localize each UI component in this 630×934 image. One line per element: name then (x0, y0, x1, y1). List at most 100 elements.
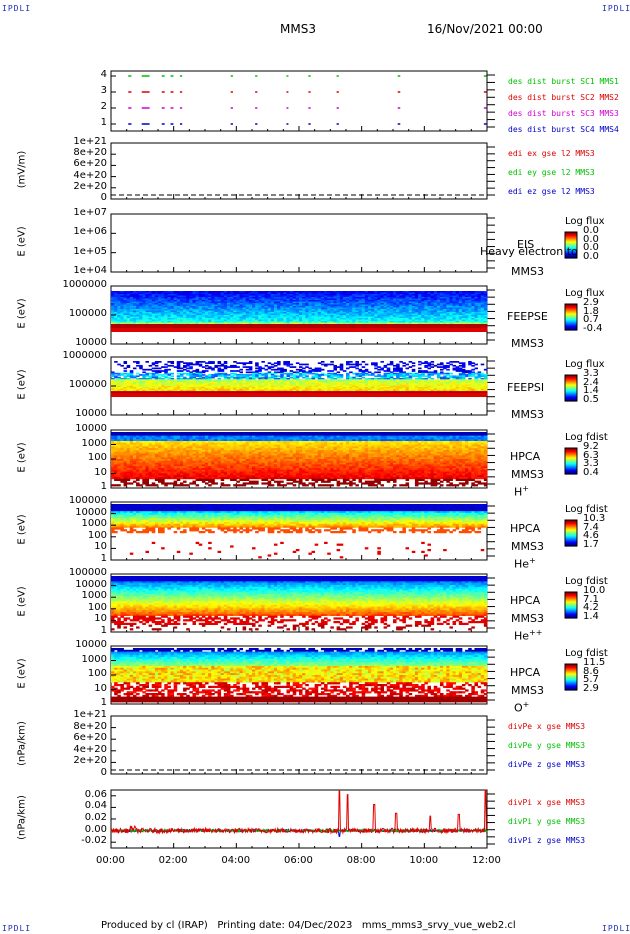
feepse-panel-cell (380, 295, 384, 298)
feepse-panel-cell (405, 315, 410, 317)
feepse-panel-cell (446, 304, 450, 307)
feepse-panel-cell (148, 297, 153, 299)
feepse-panel-cell (386, 300, 391, 302)
feepse-panel-cell (483, 301, 488, 304)
feepse-panel-cell (333, 315, 337, 317)
feepse-panel-cell (226, 297, 231, 299)
feepse-panel-cell (452, 310, 457, 313)
feepse-panel-cell (342, 307, 347, 310)
feepse-panel-cell (267, 295, 272, 298)
feepse-panel-cell (367, 315, 372, 317)
feepsi-panel-cell (374, 367, 378, 370)
feepse-panel-cell (283, 310, 287, 313)
feepse-panel-cell (295, 295, 300, 298)
feepsi-panel-cell (242, 366, 247, 368)
feepse-panel-cell (455, 294, 460, 296)
feepse-panel-cell (126, 294, 131, 296)
feepse-panel-cell (148, 304, 153, 307)
feepse-panel-cell (399, 318, 403, 320)
feepse-panel-cell (336, 292, 341, 295)
feepsi-panel-cell (455, 361, 460, 363)
feepse-panel-cell (129, 298, 134, 301)
feepse-panel-cell (226, 310, 231, 313)
feepse-panel-cell (468, 319, 472, 322)
feepsi-panel-cell (317, 362, 322, 365)
feepse-panel-cell (189, 306, 193, 308)
feepsi-panel-cell (223, 367, 228, 370)
feepsi-panel-cell (305, 366, 309, 368)
feepse-panel-cell (411, 297, 416, 299)
feepse-panel-cell (371, 313, 375, 316)
feepse-panel-cell (173, 292, 178, 295)
feepse-panel-cell (117, 309, 121, 311)
feepse-panel-cell (299, 310, 303, 313)
feepse-panel-cell (446, 292, 450, 295)
feepse-panel-cell (205, 295, 209, 298)
feepse-panel-cell (299, 297, 303, 299)
feepse-panel-cell (286, 306, 290, 308)
feepse-panel-cell (336, 310, 341, 313)
feepsi-panel-cell (183, 362, 187, 365)
feepse-panel-cell (320, 300, 325, 302)
feepse-panel-cell (236, 301, 240, 304)
feepse-panel-cell (339, 300, 344, 302)
feepse-panel-cell (283, 298, 287, 301)
feepse-panel-cell (483, 291, 488, 293)
feepse-panel-cell (452, 306, 457, 308)
feepsi-panel-cell (117, 374, 121, 376)
feepse-panel-cell (474, 294, 478, 296)
feepse-panel-cell (355, 304, 359, 307)
feepse-panel-cell (302, 292, 306, 295)
feepse-panel-cell (217, 316, 222, 319)
feepse-panel-cell (208, 295, 212, 298)
feepse-panel-cell (117, 318, 121, 320)
feepse-panel-cell (223, 318, 228, 320)
feepse-panel-cell (220, 310, 225, 313)
feepse-panel-cell (336, 304, 341, 307)
feepse-panel-cell (308, 295, 312, 298)
feepse-panel-cell (477, 304, 482, 307)
feepse-panel-cell (120, 315, 124, 317)
feepse-panel-cell (214, 304, 218, 307)
feepse-panel-cell (161, 309, 165, 311)
feepse-panel-cell (292, 307, 297, 310)
feepse-panel-cell (418, 300, 422, 302)
feepse-panel-cell (261, 294, 265, 296)
feepse-panel-cell (386, 321, 391, 323)
feepse-panel-cell (239, 307, 243, 310)
feepse-panel-cell (252, 307, 256, 310)
feepse-panel-cell (405, 303, 410, 305)
feepse-panel-cell (421, 315, 425, 317)
feepse-panel-cell (273, 300, 278, 302)
feepse-panel-cell (405, 306, 410, 308)
feepse-panel-cell (270, 312, 275, 314)
feepse-panel-cell (446, 303, 450, 305)
feepse-panel-cell (129, 297, 134, 299)
feepse-panel-cell (380, 315, 384, 317)
feepse-panel-cell (305, 310, 309, 313)
feepse-panel-cell (154, 291, 159, 293)
feepse-panel-cell (383, 321, 388, 323)
feepse-panel-cell (352, 313, 356, 316)
feepse-panel-cell (458, 310, 463, 313)
feepsi-panel-cell (242, 363, 247, 366)
feepse-panel-cell (289, 300, 294, 302)
eis-panel-colorbar-cell (565, 248, 577, 250)
feepse-panel-cell (389, 313, 394, 316)
feepse-panel-cell (164, 301, 168, 304)
feepse-panel-cell (217, 292, 222, 295)
feepse-panel-cell (239, 319, 243, 322)
feepse-panel-cell (380, 321, 384, 323)
feepse-panel-cell (352, 295, 356, 298)
feepse-panel-cell (151, 291, 156, 293)
feepse-panel-cell (302, 316, 306, 319)
feepse-panel-cell (267, 315, 272, 317)
feepse-panel-cell (289, 321, 294, 323)
feepse-panel-cell (349, 301, 353, 304)
feepse-panel-cell (252, 292, 256, 295)
feepse-panel-cell (314, 315, 319, 317)
feepse-panel-cell (320, 312, 325, 314)
feepse-panel-cell (223, 310, 228, 313)
feepse-panel-cell (136, 309, 140, 311)
feepse-panel-cell (245, 298, 250, 301)
